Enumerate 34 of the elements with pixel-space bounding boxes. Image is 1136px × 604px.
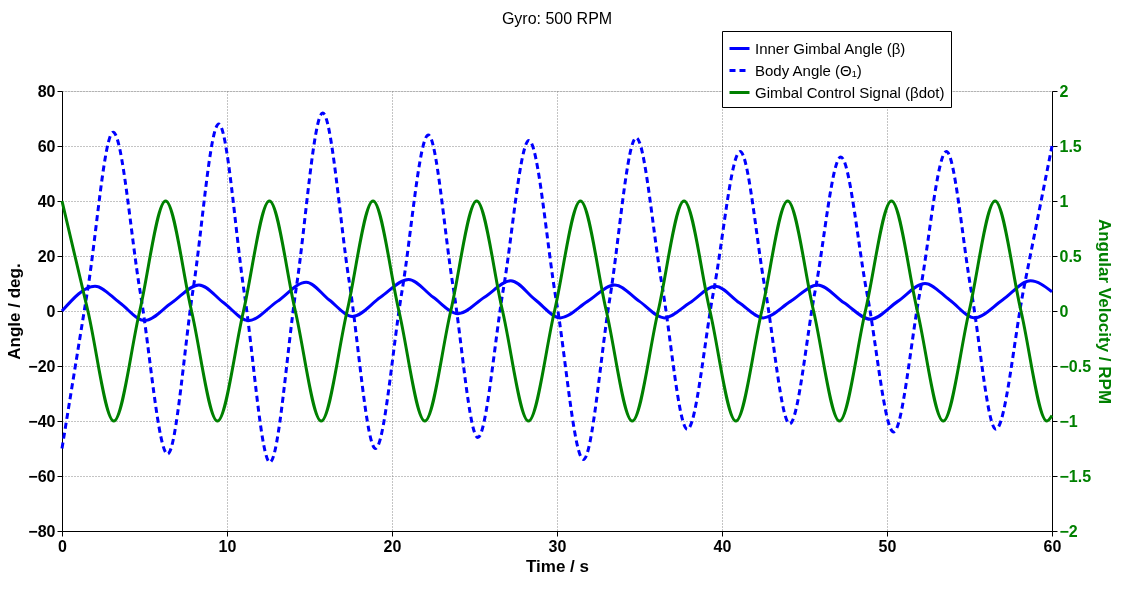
chart-title: Gyro: 500 RPM xyxy=(501,9,613,27)
x-tick-label: 0 xyxy=(58,537,68,555)
line-series xyxy=(60,199,1054,423)
y-tick-label: −80 xyxy=(28,522,56,540)
y2-tick-label: −1.5 xyxy=(1059,467,1092,485)
line-series xyxy=(60,111,1054,464)
y-tick-label: 60 xyxy=(37,137,56,155)
x-tick-label: 10 xyxy=(218,537,237,555)
x-tick-label: 50 xyxy=(878,537,897,555)
y2-axis-title: Angular Velocity / RPM xyxy=(1095,218,1115,405)
y-tick-label: 40 xyxy=(37,192,56,210)
y-tick-label: −20 xyxy=(28,357,56,375)
y2-tick-label: 0.5 xyxy=(1059,247,1082,265)
x-tick-label: 20 xyxy=(383,537,402,555)
x-tick-label: 60 xyxy=(1043,537,1062,555)
y2-tick-label: −1 xyxy=(1059,412,1078,430)
x-tick-label: 40 xyxy=(713,537,732,555)
y2-tick-label: 1 xyxy=(1059,192,1069,210)
y2-tick-label: 1.5 xyxy=(1059,137,1082,155)
y2-tick-label: 0 xyxy=(1059,302,1069,320)
y2-tick-label: 2 xyxy=(1059,82,1069,100)
legend-label: Body Angle (Θ₁) xyxy=(755,61,862,79)
x-axis-title: Time / s xyxy=(526,556,589,576)
y-axis-title: Angle / deg. xyxy=(5,263,25,360)
y-tick-label: −60 xyxy=(28,467,56,485)
x-tick-label: 30 xyxy=(548,537,567,555)
y-tick-label: 20 xyxy=(37,247,56,265)
legend-label: Inner Gimbal Angle (β) xyxy=(755,39,906,57)
y2-tick-label: −2 xyxy=(1059,522,1078,540)
y2-tick-label: −0.5 xyxy=(1059,357,1092,375)
legend-label: Gimbal Control Signal (βdot) xyxy=(755,83,945,101)
y-tick-label: 80 xyxy=(37,82,56,100)
y-tick-label: −40 xyxy=(28,412,56,430)
y-tick-label: 0 xyxy=(46,302,56,320)
